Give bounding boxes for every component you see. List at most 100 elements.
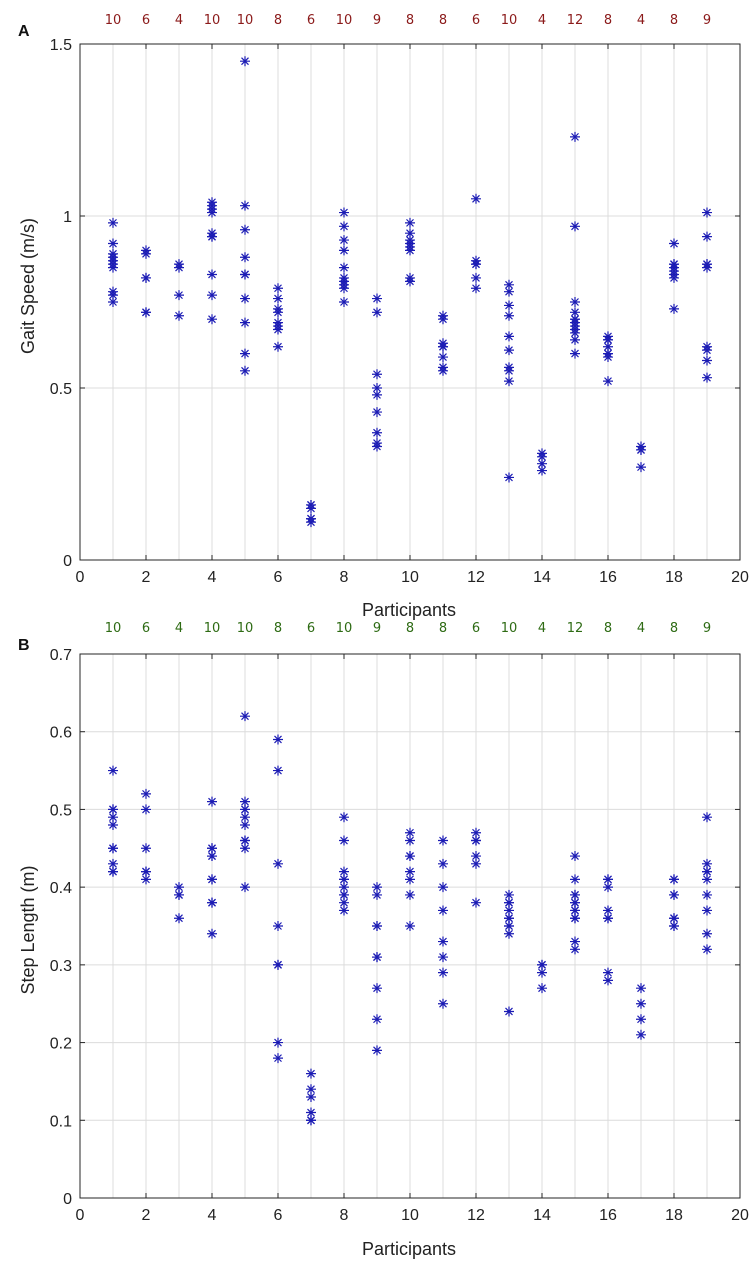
- data-point-asterisk: [108, 297, 118, 307]
- data-point-asterisk: [207, 269, 217, 280]
- data-point-asterisk: [339, 262, 349, 273]
- data-point-asterisk: [669, 889, 679, 900]
- data-point-asterisk: [372, 369, 382, 380]
- data-point-asterisk: [372, 983, 382, 994]
- data-point-asterisk: [603, 975, 613, 986]
- data-point-asterisk: [174, 882, 184, 893]
- data-point-asterisk: [603, 874, 613, 885]
- data-point-asterisk: [570, 297, 580, 307]
- y-tick-label: 0.5: [50, 381, 72, 398]
- data-point-asterisk: [438, 858, 448, 869]
- data-point-asterisk: [702, 207, 712, 218]
- data-point-asterisk: [438, 365, 448, 376]
- participant-count-label: 6: [472, 13, 480, 28]
- data-point-asterisk: [405, 874, 415, 885]
- data-point-asterisk: [570, 221, 580, 232]
- data-point-asterisk: [438, 936, 448, 947]
- data-point-asterisk: [273, 734, 283, 745]
- data-point-asterisk: [273, 959, 283, 970]
- participant-count-label: 6: [472, 621, 480, 636]
- data-point-asterisk: [240, 812, 250, 823]
- participant-count-label: 10: [336, 13, 353, 28]
- data-point-asterisk: [702, 231, 712, 242]
- x-tick-label: 8: [340, 569, 349, 586]
- data-point-asterisk: [405, 276, 415, 287]
- y-tick-label: 0.4: [50, 880, 72, 897]
- data-point-asterisk: [372, 293, 382, 304]
- y-tick-label: 0.1: [50, 1113, 72, 1130]
- data-point-asterisk: [240, 835, 250, 846]
- participant-count-label: 8: [406, 621, 414, 636]
- participant-count-label: 4: [175, 621, 183, 636]
- data-point-asterisk: [141, 804, 151, 815]
- x-tick-label: 4: [208, 569, 217, 586]
- data-point-asterisk: [273, 324, 283, 335]
- participant-count-label: 8: [406, 13, 414, 28]
- data-point-asterisk: [108, 290, 118, 301]
- data-point-asterisk: [372, 1014, 382, 1025]
- data-point-asterisk: [570, 897, 580, 908]
- y-tick-label: 0: [63, 553, 72, 570]
- data-point-asterisk: [339, 297, 349, 307]
- participant-count-label: 10: [204, 13, 221, 28]
- data-point-asterisk: [306, 1091, 316, 1102]
- data-point-asterisk: [636, 1014, 646, 1025]
- x-tick-label: 2: [142, 1207, 151, 1224]
- data-point-asterisk: [273, 283, 283, 294]
- data-point-asterisk: [471, 272, 481, 283]
- data-point-asterisk: [108, 819, 118, 830]
- data-point-asterisk: [504, 472, 514, 483]
- data-point-asterisk: [504, 1006, 514, 1017]
- x-tick-label: 0: [76, 1207, 85, 1224]
- participant-count-label: 8: [604, 13, 612, 28]
- data-point-asterisk: [207, 796, 217, 807]
- data-point-asterisk: [174, 310, 184, 321]
- x-tick-label: 20: [731, 569, 749, 586]
- data-point-asterisk: [570, 851, 580, 862]
- data-point-asterisk: [537, 967, 547, 978]
- data-point-asterisk: [372, 441, 382, 452]
- data-point-asterisk: [108, 866, 118, 877]
- data-point-asterisk: [504, 897, 514, 908]
- data-point-asterisk: [306, 503, 316, 514]
- x-axis-label: Participants: [362, 600, 456, 620]
- data-point-asterisk: [438, 967, 448, 978]
- data-point-asterisk: [504, 928, 514, 939]
- data-point-asterisk: [570, 944, 580, 955]
- participant-count-label: 10: [105, 621, 122, 636]
- data-point-asterisk: [471, 259, 481, 270]
- participant-count-label: 10: [336, 621, 353, 636]
- participant-count-label: 4: [538, 621, 546, 636]
- data-point-asterisk: [339, 874, 349, 885]
- data-point-asterisk: [702, 858, 712, 869]
- participant-count-label: 4: [637, 621, 645, 636]
- data-point-asterisk: [438, 835, 448, 846]
- x-tick-label: 14: [533, 569, 551, 586]
- data-point-asterisk: [240, 224, 250, 235]
- data-point-asterisk: [273, 341, 283, 352]
- data-point-asterisk: [405, 228, 415, 239]
- data-point-asterisk: [306, 1068, 316, 1079]
- data-point-asterisk: [504, 889, 514, 900]
- data-point-asterisk: [339, 835, 349, 846]
- data-point-asterisk: [471, 835, 481, 846]
- data-point-asterisk: [174, 913, 184, 924]
- data-point-asterisk: [504, 300, 514, 311]
- participant-count-label: 8: [439, 621, 447, 636]
- data-point-asterisk: [141, 248, 151, 259]
- data-point-asterisk: [504, 345, 514, 356]
- step-length-panel: 0 2 4 6 8 10 12 14 16 18 20 0 0.1 0.2 0.3 0.4 0.5 0.6 0.7 1…: [18, 621, 749, 1259]
- data-point-asterisk: [240, 804, 250, 815]
- data-point-asterisk: [108, 843, 118, 854]
- participant-count-label: 10: [204, 621, 221, 636]
- y-tick-label: 0.5: [50, 802, 72, 819]
- data-point-asterisk: [207, 207, 217, 218]
- data-point-asterisk: [405, 851, 415, 862]
- x-tick-label: 4: [208, 1207, 217, 1224]
- data-point-asterisk: [471, 858, 481, 869]
- data-point-asterisk: [339, 882, 349, 893]
- data-point-asterisk: [207, 314, 217, 325]
- data-point-asterisk: [273, 293, 283, 304]
- data-point-asterisk: [603, 341, 613, 352]
